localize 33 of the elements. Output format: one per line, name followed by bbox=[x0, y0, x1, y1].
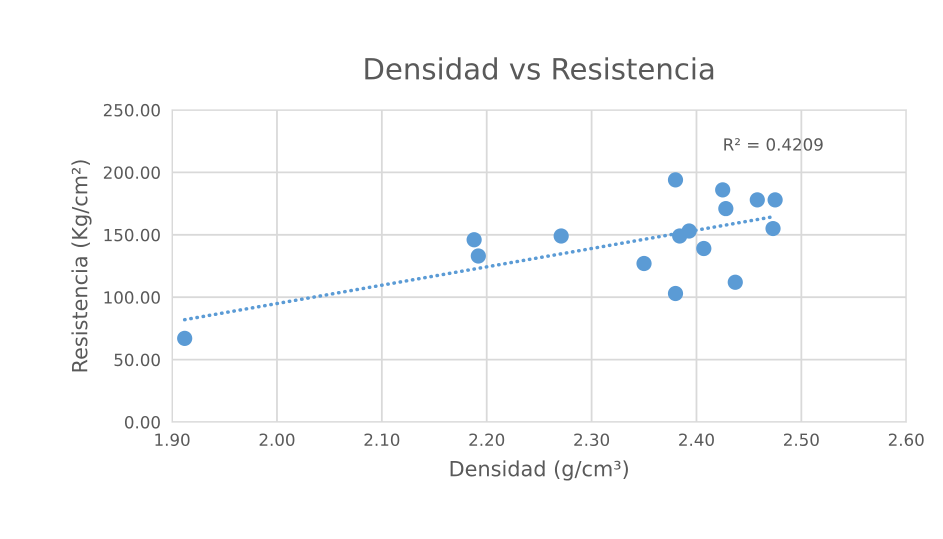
point bbox=[696, 240, 712, 256]
point bbox=[682, 223, 697, 239]
y-tick-label: 0.00 bbox=[124, 416, 160, 429]
x-tick-label: 2.20 bbox=[469, 433, 504, 446]
y-tick-label: 50.00 bbox=[114, 354, 160, 366]
point bbox=[728, 274, 743, 290]
point bbox=[668, 286, 684, 302]
x-axis-title: Densidad (g/cm³) bbox=[450, 460, 628, 481]
point bbox=[466, 232, 482, 248]
point bbox=[177, 330, 192, 346]
y-tick-label: 150.00 bbox=[104, 228, 160, 242]
point bbox=[554, 228, 569, 244]
x-tick-label: 2.50 bbox=[784, 433, 819, 446]
x-tick-label: 1.90 bbox=[155, 433, 190, 446]
chart-title: Densidad vs Resistencia bbox=[365, 57, 714, 80]
y-tick-label: 200.00 bbox=[104, 166, 160, 179]
x-tick-label: 2.60 bbox=[888, 433, 924, 446]
x-tick-label: 2.30 bbox=[574, 433, 610, 446]
x-tick-label: 2.00 bbox=[260, 433, 294, 446]
y-tick-label: 250.00 bbox=[104, 104, 160, 117]
x-tick-label: 2.10 bbox=[364, 433, 400, 446]
y-axis-title: Resistencia (Kg/cm²) bbox=[71, 160, 92, 372]
point bbox=[768, 192, 783, 208]
point bbox=[718, 200, 734, 216]
x-tick-label: 2.40 bbox=[679, 433, 714, 446]
point bbox=[470, 248, 486, 264]
point bbox=[668, 172, 684, 188]
point bbox=[750, 192, 765, 208]
point bbox=[636, 256, 652, 272]
annotation: R² = 0.4209 bbox=[724, 138, 823, 151]
point bbox=[715, 182, 730, 198]
point bbox=[765, 220, 781, 236]
y-tick-label: 100.00 bbox=[104, 291, 160, 304]
